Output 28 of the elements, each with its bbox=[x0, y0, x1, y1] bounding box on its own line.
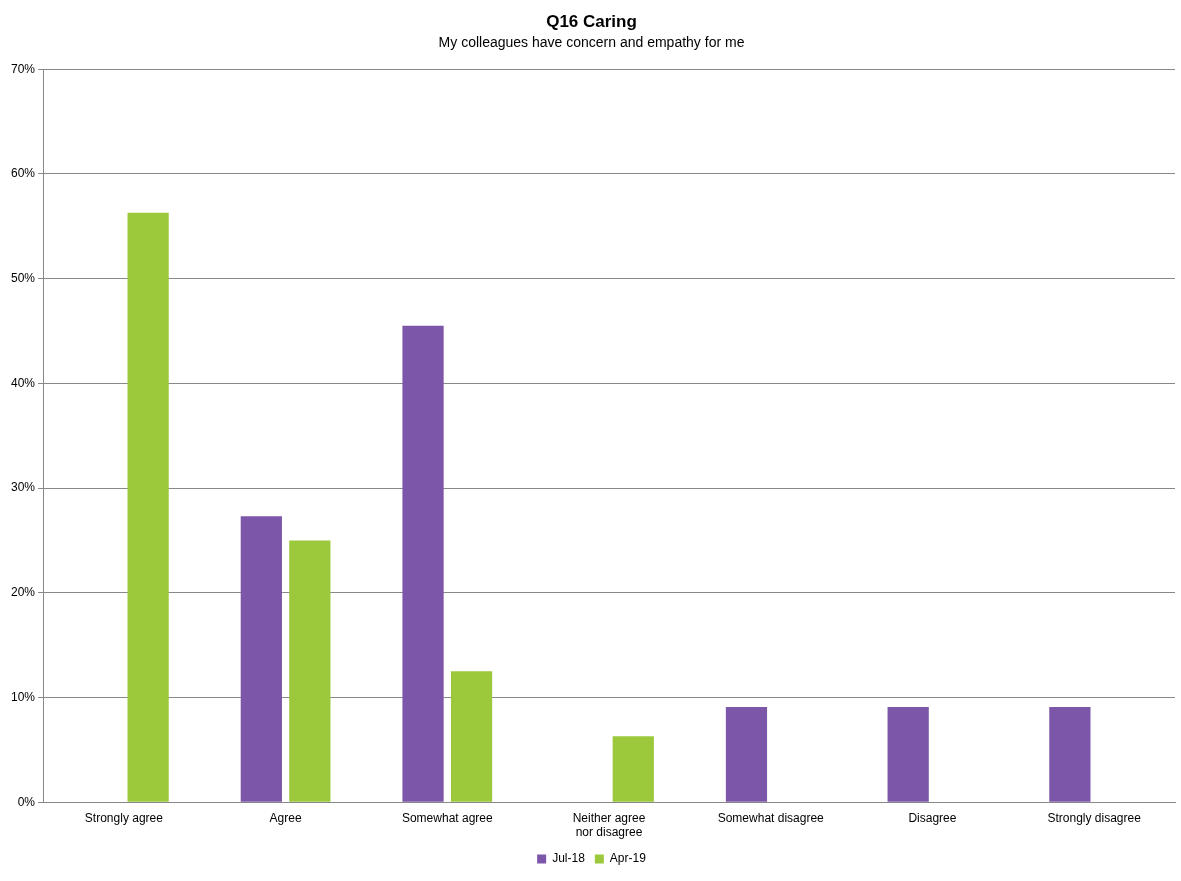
bar bbox=[240, 516, 282, 802]
x-tick-label: Disagree bbox=[908, 810, 957, 825]
y-tick-label: 30% bbox=[10, 480, 36, 495]
x-tick-label: Agree bbox=[269, 810, 302, 825]
y-tick-label: 40% bbox=[10, 375, 36, 390]
x-tick-label: Neither agree nor disagree bbox=[572, 810, 646, 840]
y-tick-label: 50% bbox=[10, 270, 36, 285]
legend-label: Jul-18 bbox=[552, 851, 586, 866]
chart-title: Q16 Caring bbox=[546, 11, 637, 31]
y-tick-label: 20% bbox=[10, 585, 36, 600]
legend-label: Apr-19 bbox=[609, 851, 647, 866]
x-tick-label: Strongly agree bbox=[84, 810, 164, 825]
x-tick-label: Somewhat disagree bbox=[717, 810, 825, 825]
bar bbox=[450, 671, 493, 802]
y-tick-label: 60% bbox=[10, 166, 36, 181]
bar bbox=[887, 706, 929, 802]
x-tick-label: Somewhat agree bbox=[401, 810, 493, 825]
chart-subtitle: My colleagues have concern and empathy for me bbox=[438, 33, 745, 50]
y-tick-label: 10% bbox=[10, 689, 36, 704]
bar bbox=[289, 540, 331, 802]
bar bbox=[1049, 706, 1091, 802]
y-tick-label: 70% bbox=[10, 61, 36, 76]
bar bbox=[127, 212, 169, 802]
bar bbox=[725, 706, 768, 802]
bar bbox=[612, 736, 654, 802]
bar bbox=[402, 325, 444, 802]
y-tick-label: 0% bbox=[17, 794, 36, 809]
x-tick-label: Strongly disagree bbox=[1047, 810, 1142, 825]
